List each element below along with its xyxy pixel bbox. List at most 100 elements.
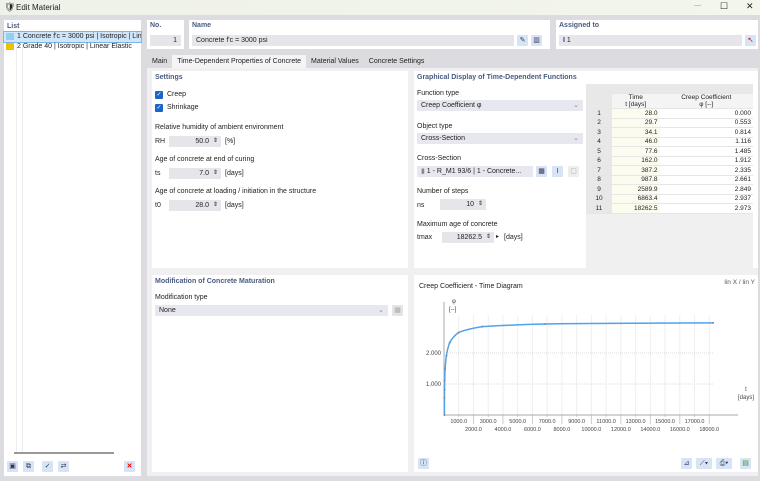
values-table: Time t [days] Creep Coefficient φ [--] 1 28.… (586, 84, 753, 268)
tab-time-dependent[interactable]: Time-Dependent Properties of Concrete (172, 55, 307, 68)
t0-input[interactable]: 28.0 (169, 200, 221, 211)
max-age-arrow-icon[interactable]: ▸ (496, 234, 500, 240)
ts-input[interactable]: 7.0 (169, 168, 221, 179)
assigned-field[interactable]: 1 (566, 37, 571, 44)
graphical-panel: Graphical Display of Time-Dependent Func… (414, 71, 758, 268)
export-icon[interactable]: ▤ (740, 458, 751, 469)
list-item[interactable]: 1 Concrete f'c = 3000 psi | Isotropic | … (3, 31, 142, 43)
creep-cell: 1.485 (659, 146, 753, 157)
table-row[interactable]: 10 6863.4 2.937 (586, 194, 753, 204)
steps-spinner[interactable]: ⇕ (478, 201, 484, 207)
cross-section-select[interactable]: ▮ 1 - R_M1 93/6 | 1 - Concrete... (417, 166, 533, 177)
x-tick-label: 17000.0 (685, 419, 705, 425)
cross-section-label: Cross-Section (417, 155, 461, 162)
tab-main[interactable]: Main (152, 58, 168, 65)
renumber-icon[interactable]: ⇄ (58, 461, 69, 472)
data-point (448, 341, 451, 344)
table-row[interactable]: 1 28.0 0.000 (586, 108, 753, 119)
steps-input[interactable]: 10 (440, 199, 486, 210)
section-info-icon[interactable]: I (552, 166, 563, 177)
table-row[interactable]: 3 34.1 0.814 (586, 127, 753, 138)
row-number: 11 (586, 203, 612, 214)
rh-spinner[interactable]: ⇕ (213, 138, 219, 144)
tab-concrete-settings[interactable]: Concrete Settings (368, 58, 425, 65)
no-box: No. 1 (147, 20, 184, 49)
horizontal-scrollbar[interactable] (14, 452, 114, 454)
settings-panel: Settings ✓ Creep ✓ Shrinkage Relative hu… (152, 71, 408, 268)
creep-col-header: Creep Coefficient (681, 94, 732, 101)
shrinkage-label: Shrinkage (167, 104, 199, 111)
x-tick-label: 18000.0 (699, 427, 719, 433)
x-tick-label: 12000.0 (611, 427, 631, 433)
creep-cell: 0.814 (659, 127, 753, 138)
table-row[interactable]: 9 2589.9 2.849 (586, 184, 753, 195)
no-field[interactable]: 1 (150, 35, 181, 46)
maximize-button[interactable]: ☐ (720, 1, 729, 11)
row-number: 3 (586, 127, 612, 138)
data-point (443, 414, 446, 416)
table-row[interactable]: 7 387.2 2.335 (586, 165, 753, 176)
table-row[interactable]: 6 162.0 1.912 (586, 156, 753, 166)
data-point (457, 331, 460, 334)
time-col-header: Time (628, 94, 643, 101)
t0-unit: [days] (225, 202, 244, 209)
max-age-symbol: tmax (417, 234, 433, 241)
modification-type-value: None (159, 307, 176, 314)
library-icon[interactable]: ▥ (531, 35, 542, 46)
x-tick-label: 15000.0 (655, 419, 675, 425)
app-icon: 🛡 (4, 2, 16, 12)
table-row[interactable]: 5 77.6 1.485 (586, 146, 753, 157)
time-cell: 2589.9 (612, 184, 660, 195)
edit-modification-icon: ▦ (392, 305, 403, 316)
row-number: 7 (586, 165, 612, 176)
check-icon[interactable]: ✓ (42, 461, 53, 472)
t0-symbol: t0 (155, 202, 161, 209)
time-cell: 28.0 (612, 108, 660, 119)
modification-type-select[interactable]: None ⌄ (155, 305, 388, 316)
edit-name-icon[interactable]: ✎ (517, 35, 528, 46)
max-age-input[interactable]: 18262.5 (442, 232, 494, 243)
rh-input[interactable]: 50.0 (169, 136, 221, 147)
table-row[interactable]: 11 18262.5 2.973 (586, 203, 753, 214)
rh-symbol: RH (155, 138, 166, 145)
tab-material-values[interactable]: Material Values (311, 58, 359, 65)
list-item-number: 1 (17, 33, 21, 40)
table-row[interactable]: 4 46.0 1.116 (586, 137, 753, 147)
edit-section-icon[interactable]: ▦ (536, 166, 547, 177)
chart-settings-icon[interactable]: ⊿ (681, 458, 692, 469)
delete-icon[interactable]: ✕ (124, 461, 135, 472)
shrinkage-checkbox[interactable]: ✓ (155, 104, 163, 112)
list-item[interactable]: 2 Grade 40 | Isotropic | Linear Elastic (4, 42, 141, 52)
x-tick-label: 9000.0 (568, 419, 585, 425)
function-type-select[interactable]: Creep Coefficient φ ⌄ (417, 100, 583, 111)
data-point (445, 354, 448, 357)
modification-panel: Modification of Concrete Maturation Modi… (152, 275, 408, 472)
table-row[interactable]: 2 29.7 0.553 (586, 118, 753, 128)
x-tick-label: 4000.0 (495, 427, 512, 433)
data-point (443, 396, 446, 399)
scale-mode-label[interactable]: lin X / lin Y (724, 279, 755, 286)
name-field[interactable]: Concrete f'c = 3000 psi (192, 35, 514, 46)
t0-spinner[interactable]: ⇕ (213, 202, 219, 208)
copy-material-icon[interactable]: ⧉ (23, 461, 34, 472)
close-button[interactable]: ✕ (746, 1, 754, 11)
axis-options-icon[interactable]: ⟋▾ (696, 458, 712, 469)
data-point (544, 322, 547, 325)
row-number: 2 (586, 118, 612, 128)
info-icon[interactable]: ⓘ (418, 458, 429, 469)
max-age-spinner[interactable]: ⇕ (486, 234, 492, 240)
select-objects-icon[interactable]: ↖ (745, 35, 756, 46)
time-cell: 34.1 (612, 127, 660, 138)
object-type-select[interactable]: Cross-Section ⌄ (417, 133, 583, 144)
y-tick-label: 1.000 (426, 382, 442, 388)
new-material-icon[interactable]: ▣ (7, 461, 18, 472)
print-icon[interactable]: ⎙▾ (716, 458, 732, 469)
ts-spinner[interactable]: ⇕ (213, 170, 219, 176)
cross-section-value: 1 - R_M1 93/6 | 1 - Concrete... (426, 168, 522, 175)
creep-cell: 2.335 (659, 165, 753, 176)
creep-cell: 2.973 (659, 203, 753, 214)
settings-header: Settings (155, 74, 183, 81)
creep-checkbox[interactable]: ✓ (155, 91, 163, 99)
table-row[interactable]: 8 987.8 2.661 (586, 175, 753, 185)
minimize-button[interactable]: — (694, 2, 701, 9)
